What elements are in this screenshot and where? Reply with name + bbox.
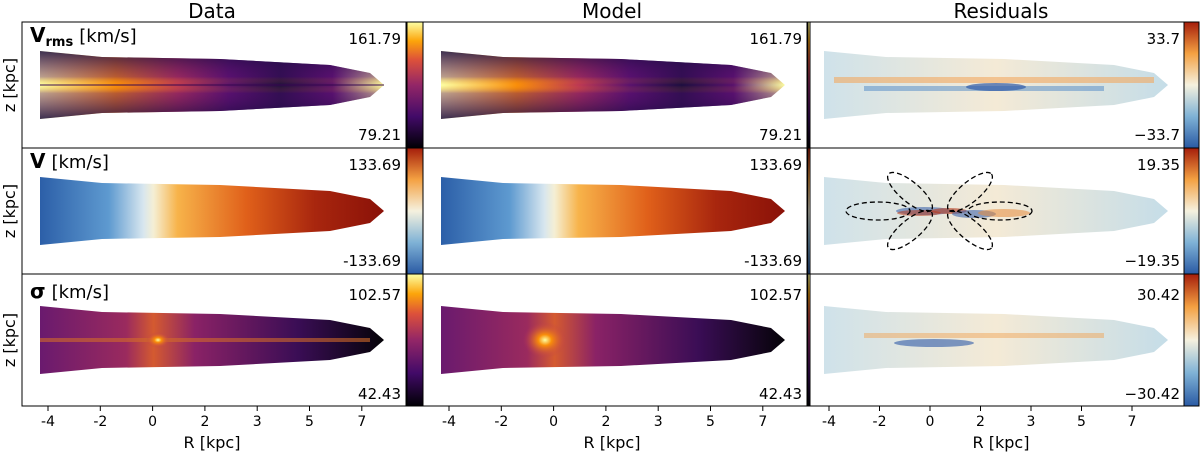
sigma-model-min: 42.43 — [759, 385, 802, 403]
vrms-resid-min: −33.7 — [1134, 126, 1180, 144]
xtick-label: 2 — [200, 414, 209, 430]
label-vrms-subscript: rms — [45, 35, 73, 50]
xtick-label: -4 — [41, 414, 55, 430]
xtick-label: -2 — [873, 414, 887, 430]
colorbar-sigma-data — [406, 273, 424, 407]
label-sigma-unit: [km/s] — [52, 282, 109, 303]
galaxy-map-vrms-data — [40, 51, 384, 119]
xtick-label: 3 — [654, 414, 663, 430]
label-vrms: Vrms [km/s] — [30, 23, 137, 50]
xtick-label: 0 — [148, 414, 157, 430]
xtick-label: 5 — [305, 414, 314, 430]
v-data-max: 133.69 — [349, 156, 402, 174]
xtick-label: -4 — [822, 414, 836, 430]
ylabel-row1: z [kpc] — [0, 58, 19, 112]
lobe-ellipse — [946, 209, 994, 251]
sigma-resid-max: 30.42 — [1137, 286, 1180, 304]
sigma-data-min: 42.43 — [358, 385, 401, 403]
label-vrms-unit: [km/s] — [79, 26, 136, 47]
lobe-ellipse — [967, 201, 1033, 221]
label-sigma: σ [km/s] — [30, 279, 109, 303]
xtick-label: -2 — [494, 414, 508, 430]
xtick-label: 0 — [549, 414, 558, 430]
column-title-data: Data — [188, 0, 236, 23]
column-title-model: Model — [582, 0, 642, 23]
sigma-model-max: 102.57 — [750, 286, 803, 304]
label-vrms-symbol: V — [30, 23, 46, 47]
xtick-label: 3 — [1027, 414, 1036, 430]
label-v: V [km/s] — [30, 149, 109, 173]
xtick-label: 2 — [976, 414, 985, 430]
galaxy-map-sigma-data — [40, 306, 384, 374]
galaxy-map-vrms-residuals — [824, 51, 1168, 119]
xticks-residuals: -4 -2 0 2 3 5 7 — [822, 406, 1136, 430]
row-vrms: Vrms [km/s] 161.79 79.21 161.79 79.21 33.… — [21, 21, 1200, 149]
v-data-min: -133.69 — [343, 252, 401, 270]
xtick-label: 7 — [758, 414, 767, 430]
sigma-data-max: 102.57 — [349, 286, 402, 304]
xtick-label: 0 — [926, 414, 935, 430]
colorbar-vrms-residuals — [1183, 21, 1200, 149]
xlabel-data: R [kpc] — [184, 433, 241, 452]
label-v-unit: [km/s] — [51, 152, 108, 173]
xtick-label: 3 — [253, 414, 262, 430]
xticks-data: -4 -2 0 2 3 5 7 — [41, 406, 366, 430]
xtick-label: -2 — [93, 414, 107, 430]
xtick-label: 5 — [706, 414, 715, 430]
colorbar-sigma-residuals — [1183, 273, 1200, 407]
label-v-symbol: V — [30, 149, 46, 173]
ylabel-row2: z [kpc] — [0, 184, 19, 238]
label-sigma-symbol: σ — [30, 279, 46, 303]
v-resid-min: −19.35 — [1124, 252, 1180, 270]
xtick-label: 5 — [1077, 414, 1086, 430]
colorbar-vrms-data — [406, 21, 424, 149]
row-v: V [km/s] 133.69 -133.69 133.69 -133.69 — [21, 147, 1200, 275]
galaxy-map-sigma-model — [441, 306, 785, 374]
xtick-label: 7 — [1128, 414, 1137, 430]
lobe-ellipse — [886, 171, 934, 213]
colorbar-v-data — [406, 147, 424, 275]
ylabel-row3: z [kpc] — [0, 313, 19, 367]
row-sigma: σ [km/s] 102.57 42.43 102.57 42.43 30.42 … — [21, 273, 1200, 407]
xlabel-model: R [kpc] — [584, 433, 641, 452]
vrms-model-min: 79.21 — [759, 126, 802, 144]
column-title-residuals: Residuals — [954, 0, 1049, 23]
vrms-model-max: 161.79 — [750, 30, 803, 48]
xtick-label: 2 — [601, 414, 610, 430]
v-model-min: -133.69 — [744, 252, 802, 270]
vrms-resid-max: 33.7 — [1147, 30, 1180, 48]
xtick-label: 7 — [357, 414, 366, 430]
v-resid-max: 19.35 — [1137, 156, 1180, 174]
xticks-model: -4 -2 0 2 3 5 7 — [442, 406, 767, 430]
galaxy-map-sigma-residuals — [824, 306, 1168, 374]
vrms-data-max: 161.79 — [349, 30, 402, 48]
colorbar-v-residuals — [1183, 147, 1200, 275]
v-model-max: 133.69 — [750, 156, 803, 174]
lobe-ellipse — [845, 201, 911, 221]
xlabel-residuals: R [kpc] — [973, 433, 1030, 452]
xtick-label: -4 — [442, 414, 456, 430]
sigma-resid-min: −30.42 — [1124, 385, 1180, 403]
vrms-data-min: 79.21 — [358, 126, 401, 144]
